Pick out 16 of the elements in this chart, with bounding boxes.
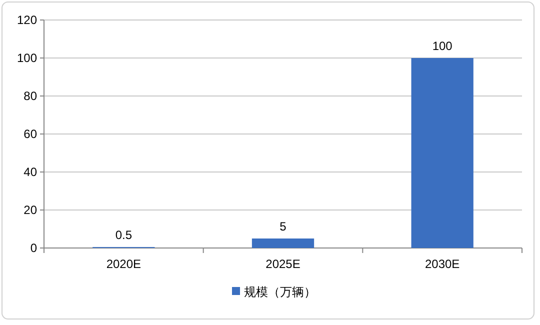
- data-label: 100: [432, 39, 453, 53]
- data-label: 5: [280, 220, 287, 234]
- y-tick-label: 0: [30, 241, 38, 255]
- y-tick-label: 60: [24, 127, 38, 141]
- y-tick-label: 20: [24, 203, 38, 217]
- bar: [411, 58, 474, 248]
- x-tick-label: 2030E: [424, 257, 460, 271]
- x-tick-label: 2020E: [106, 257, 142, 271]
- y-tick-label: 100: [16, 51, 38, 65]
- legend: 规模（万辆）: [232, 285, 316, 299]
- y-tick-label: 40: [24, 165, 38, 179]
- x-tick-label: 2025E: [266, 257, 300, 271]
- data-label: 0.5: [115, 228, 132, 242]
- y-tick-label: 120: [16, 13, 38, 27]
- y-tick-label: 80: [24, 89, 38, 103]
- bar: [252, 238, 314, 248]
